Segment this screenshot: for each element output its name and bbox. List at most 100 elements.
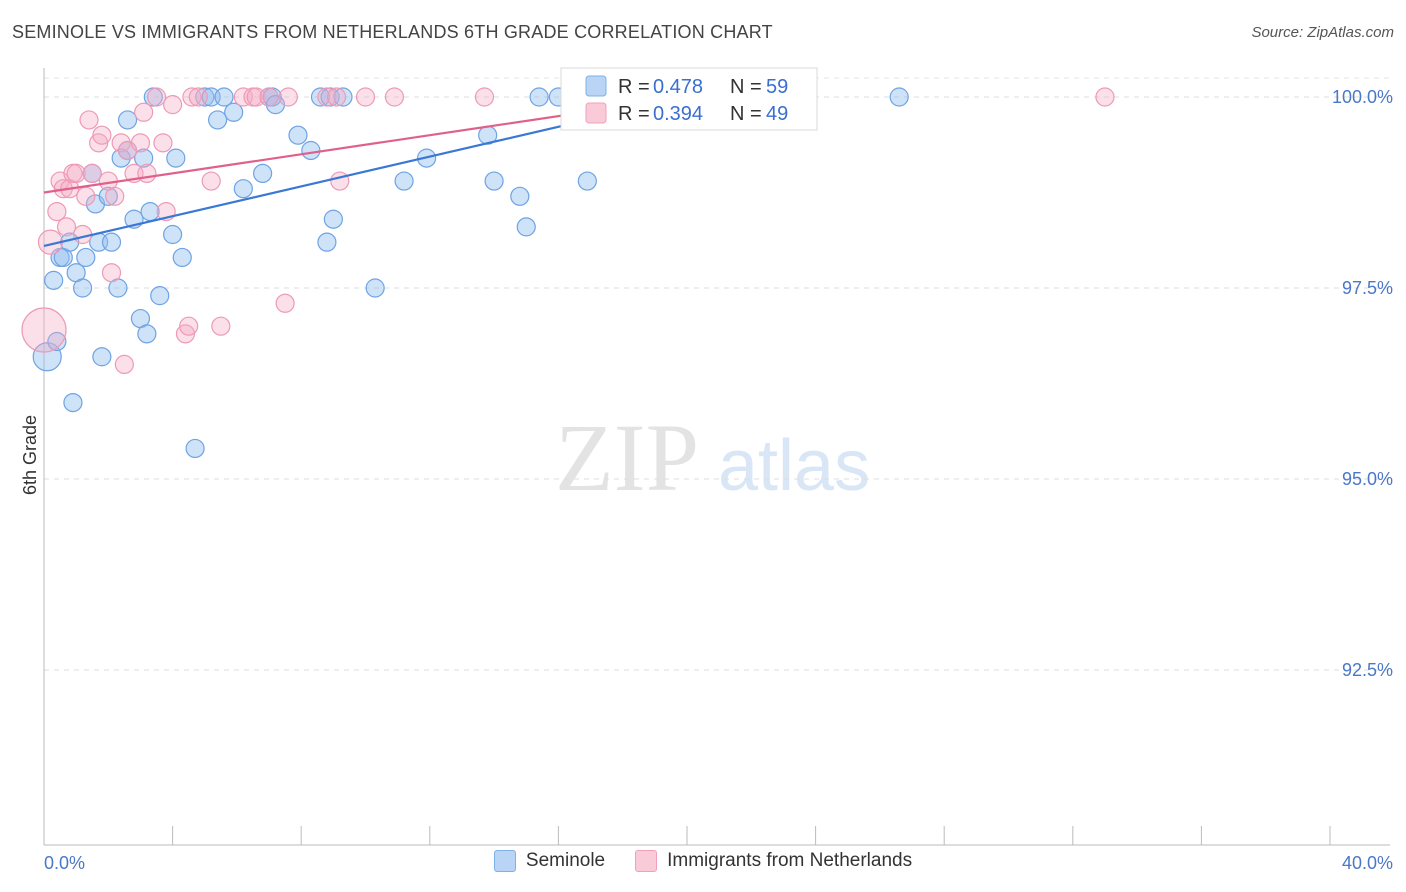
seminole-point-30 bbox=[185, 438, 205, 459]
chart-title: SEMINOLE VS IMMIGRANTS FROM NETHERLANDS … bbox=[12, 22, 773, 42]
seminole-point-53 bbox=[510, 186, 530, 206]
axes bbox=[43, 68, 1390, 846]
seminole-point-13 bbox=[92, 347, 112, 367]
legend-item-seminole[interactable]: Seminole bbox=[493, 850, 606, 872]
seminole-point-35 bbox=[224, 102, 244, 122]
legend-swatch-netherlands bbox=[635, 850, 658, 872]
seminole-point-47 bbox=[333, 87, 353, 107]
legend-item-netherlands[interactable]: Immigrants from Netherlands bbox=[635, 850, 912, 872]
seminole-point-48 bbox=[365, 278, 385, 298]
seminole-point-52 bbox=[484, 171, 504, 191]
seminole-point-23 bbox=[137, 324, 157, 344]
x-tick-labels: 0.0% 40.0% bbox=[44, 853, 1393, 873]
seminole-point-42 bbox=[301, 140, 321, 161]
stats-r-value-seminole: 0.478 bbox=[653, 76, 703, 98]
netherlands-point-17 bbox=[105, 186, 125, 206]
source-credit: Source: ZipAtlas.com bbox=[1251, 24, 1394, 41]
y-axis-title: 6th Grade bbox=[20, 415, 40, 495]
seminole-point-33 bbox=[208, 110, 228, 130]
y-tick-label-3: 92.5% bbox=[1342, 660, 1393, 680]
netherlands-point-25 bbox=[146, 87, 167, 107]
stats-n-label-netherlands: N = bbox=[730, 103, 762, 125]
seminole-point-49 bbox=[394, 171, 414, 191]
series-netherlands bbox=[21, 87, 1115, 374]
grid-lines bbox=[44, 77, 1390, 671]
stats-r-label-netherlands: R = bbox=[618, 103, 650, 125]
netherlands-point-12 bbox=[82, 163, 102, 183]
seminole-point-46 bbox=[323, 209, 343, 229]
stats-legend: R = 0.478 N = 59 R = 0.394 N = 49 bbox=[560, 67, 818, 131]
netherlands-point-10 bbox=[76, 186, 96, 206]
netherlands-point-48 bbox=[1095, 87, 1115, 107]
netherlands-point-2 bbox=[47, 202, 67, 222]
seminole-point-37 bbox=[253, 163, 273, 183]
netherlands-point-43 bbox=[330, 171, 350, 191]
watermark: ZIP atlas bbox=[555, 404, 870, 511]
netherlands-point-34 bbox=[211, 316, 231, 336]
netherlands-point-22 bbox=[130, 133, 151, 153]
seminole-point-17 bbox=[111, 148, 131, 168]
stats-n-label-seminole: N = bbox=[730, 76, 762, 98]
watermark-atlas: atlas bbox=[718, 426, 870, 506]
seminole-point-36 bbox=[233, 179, 253, 199]
seminole-point-8 bbox=[72, 278, 93, 298]
netherlands-point-33 bbox=[201, 171, 221, 191]
netherlands-point-31 bbox=[182, 87, 202, 107]
netherlands-point-42 bbox=[326, 87, 347, 107]
stats-legend-swatch-netherlands bbox=[585, 102, 607, 124]
seminole-point-34 bbox=[214, 87, 234, 107]
netherlands-point-8 bbox=[66, 163, 86, 183]
netherlands-point-45 bbox=[384, 87, 405, 107]
y-tick-label-2: 95.0% bbox=[1342, 469, 1393, 489]
y-tick-label-0: 100.0% bbox=[1332, 87, 1393, 107]
netherlands-point-14 bbox=[92, 125, 112, 145]
netherlands-point-44 bbox=[355, 87, 376, 107]
stats-n-value-netherlands: 49 bbox=[766, 103, 788, 125]
stats-legend-swatch-seminole bbox=[585, 75, 607, 97]
netherlands-point-46 bbox=[474, 87, 495, 107]
netherlands-point-19 bbox=[114, 354, 134, 374]
seminole-point-57 bbox=[577, 171, 597, 191]
netherlands-point-26 bbox=[153, 133, 173, 153]
seminole-point-26 bbox=[150, 286, 170, 306]
seminole-point-41 bbox=[288, 125, 308, 145]
legend-label-netherlands: Immigrants from Netherlands bbox=[667, 850, 913, 871]
netherlands-point-23 bbox=[134, 102, 154, 122]
netherlands-point-11 bbox=[79, 110, 99, 130]
netherlands-point-18 bbox=[111, 133, 131, 153]
seminole-point-6 bbox=[63, 393, 83, 413]
seminole-point-22 bbox=[134, 148, 154, 168]
netherlands-point-0 bbox=[21, 307, 67, 353]
netherlands-point-32 bbox=[188, 87, 208, 107]
seminole-point-9 bbox=[76, 247, 96, 268]
seminole-point-43 bbox=[310, 87, 331, 107]
seminole-point-44 bbox=[317, 232, 337, 252]
watermark-zip: ZIP bbox=[555, 404, 699, 511]
seminole-point-2 bbox=[47, 331, 67, 352]
seminole-point-54 bbox=[516, 217, 536, 237]
seminole-point-14 bbox=[98, 186, 118, 206]
seminole-point-15 bbox=[101, 232, 122, 252]
legend-label-seminole: Seminole bbox=[525, 850, 606, 871]
legend-swatch-seminole bbox=[493, 850, 516, 872]
netherlands-point-38 bbox=[259, 87, 279, 107]
seminole-point-27 bbox=[163, 224, 183, 245]
netherlands-point-28 bbox=[163, 95, 183, 115]
seminole-point-29 bbox=[172, 247, 192, 268]
netherlands-point-30 bbox=[179, 316, 199, 336]
netherlands-point-41 bbox=[317, 87, 337, 107]
seminole-point-55 bbox=[529, 87, 549, 107]
data-points bbox=[21, 87, 1115, 459]
y-tick-label-1: 97.5% bbox=[1342, 278, 1393, 298]
netherlands-point-39 bbox=[275, 293, 295, 313]
y-tick-labels: 100.0% 97.5% 95.0% 92.5% bbox=[1332, 87, 1393, 680]
series-legend: Seminole Immigrants from Netherlands bbox=[0, 850, 1406, 872]
x-tick-label-1: 40.0% bbox=[1342, 853, 1393, 873]
stats-r-label-seminole: R = bbox=[618, 76, 650, 98]
netherlands-point-5 bbox=[56, 217, 77, 237]
seminole-point-19 bbox=[117, 110, 138, 130]
x-tick-label-0: 0.0% bbox=[44, 853, 85, 873]
seminole-point-28 bbox=[166, 148, 186, 168]
seminole-point-1 bbox=[44, 270, 64, 290]
